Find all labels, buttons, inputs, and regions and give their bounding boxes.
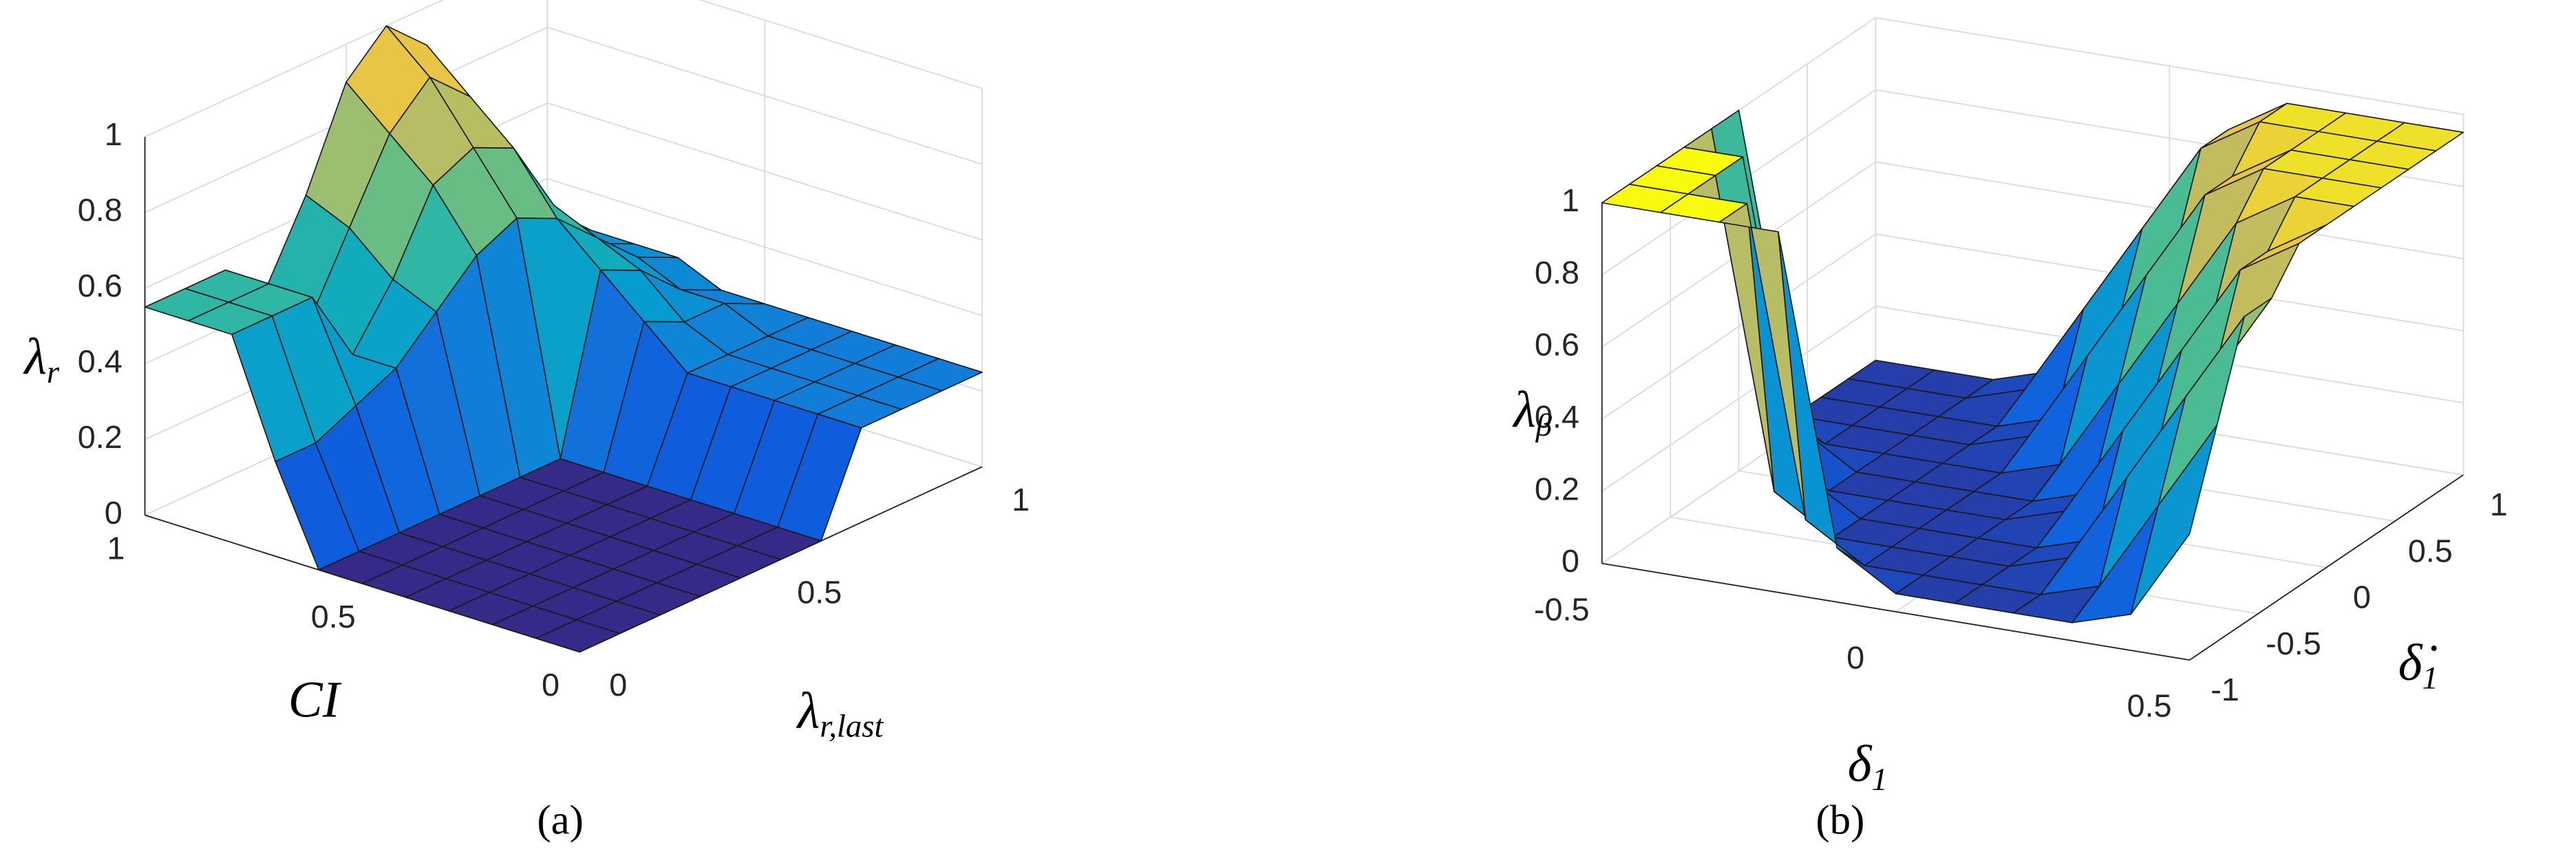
z-axis-label-base: λ bbox=[23, 329, 47, 386]
z-tick-label: 0.2 bbox=[1535, 471, 1579, 506]
caption: (a) bbox=[537, 798, 584, 844]
z-tick-label: 0.4 bbox=[78, 343, 123, 379]
y-axis-line bbox=[2189, 474, 2464, 661]
grid-line bbox=[547, 178, 983, 317]
z-tick-label: 0.8 bbox=[78, 192, 123, 228]
grid-line bbox=[145, 0, 445, 138]
grid-line bbox=[1601, 233, 1876, 420]
x-tick-label: 0 bbox=[1846, 639, 1864, 675]
z-axis-label-sub: β bbox=[1535, 407, 1553, 443]
z-axis-label-base: λ bbox=[1512, 382, 1535, 439]
z-axis-label: λβ bbox=[1512, 382, 1552, 443]
x-tick-label: 0 bbox=[542, 667, 560, 703]
grid-line bbox=[1875, 17, 2464, 116]
z-tick-label: 0.4 bbox=[1535, 399, 1579, 435]
y-axis-label-sub: 1 bbox=[2422, 660, 2438, 696]
grid-line bbox=[547, 26, 983, 165]
z-axis-label-sub: r bbox=[47, 354, 60, 390]
z-tick-label: 0.8 bbox=[1535, 255, 1579, 290]
y-tick-label: -1 bbox=[2211, 672, 2239, 707]
grid-line bbox=[547, 102, 983, 241]
y-tick-label: 0.5 bbox=[2408, 533, 2453, 568]
x-axis-label-base: δ bbox=[1848, 736, 1873, 793]
x-axis-label: CI bbox=[288, 672, 342, 729]
x-axis-line bbox=[1601, 562, 2190, 661]
caption: (b) bbox=[1816, 798, 1864, 844]
y-tick-label: 0 bbox=[609, 667, 627, 703]
z-axis-label: λr bbox=[23, 329, 60, 390]
y-tick-label: 0 bbox=[2353, 579, 2371, 615]
surface-face bbox=[2130, 424, 2218, 615]
surface-face bbox=[535, 619, 621, 653]
grid-line bbox=[699, 0, 983, 89]
y-axis-label-sub: r,last bbox=[820, 708, 884, 744]
z-tick-label: 0.6 bbox=[1535, 327, 1579, 363]
z-tick-label: 0 bbox=[1562, 543, 1579, 579]
x-tick-label: -0.5 bbox=[1534, 591, 1590, 627]
x-axis-label-base: CI bbox=[288, 672, 342, 729]
surface-chart: -0.500.5 -1-0.500.5100.20.40.60.81λβδ1δ̇1… bbox=[1512, 17, 2508, 844]
x-tick-label: 0.5 bbox=[2127, 688, 2172, 724]
grid-line bbox=[1601, 306, 1876, 492]
y-tick-label: -0.5 bbox=[2266, 626, 2321, 661]
y-tick-label: 1 bbox=[2490, 487, 2508, 522]
x-axis-label-sub: 1 bbox=[1871, 762, 1887, 798]
x-tick-label: 1 bbox=[107, 530, 125, 566]
x-axis-label: δ1 bbox=[1848, 736, 1888, 797]
z-tick-label: 0.6 bbox=[78, 268, 123, 303]
z-tick-label: 1 bbox=[105, 116, 123, 152]
z-tick-label: 0.2 bbox=[78, 419, 123, 455]
y-axis-label-base: λ bbox=[796, 683, 820, 740]
x-tick-label: 0.5 bbox=[311, 599, 356, 634]
z-tick-label: 0 bbox=[105, 495, 123, 531]
y-tick-label: 0.5 bbox=[797, 575, 842, 610]
y-axis-label: λr,last bbox=[796, 683, 884, 744]
y-axis-label: δ̇1 bbox=[2398, 634, 2438, 696]
z-tick-label: 1 bbox=[1562, 182, 1579, 218]
y-tick-label: 1 bbox=[1012, 482, 1030, 517]
